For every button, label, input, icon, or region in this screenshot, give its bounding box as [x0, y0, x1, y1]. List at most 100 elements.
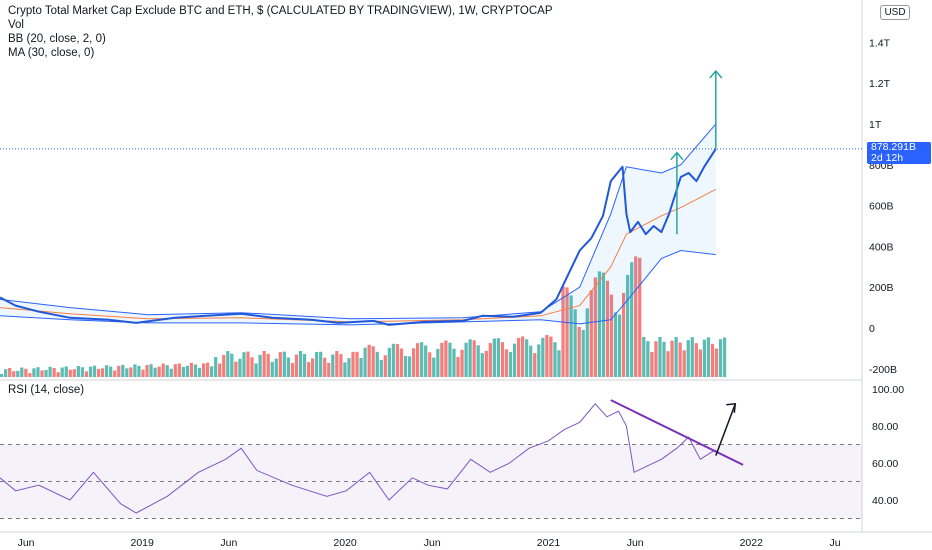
volume-bar: [113, 370, 117, 377]
rsi-trendline: [610, 399, 744, 466]
volume-bar: [662, 341, 666, 377]
volume-bar: [60, 367, 64, 377]
volume-bar: [722, 337, 727, 377]
time-tick-label: 2022: [740, 537, 764, 549]
volume-bar: [173, 364, 177, 377]
volume-bar: [452, 348, 456, 377]
price-tick-label: 1.2T: [869, 78, 891, 90]
rsi-line: [0, 403, 717, 514]
volume-bar: [165, 365, 169, 377]
volume-bar: [573, 309, 577, 377]
volume-bar: [617, 314, 622, 377]
price-tick-label: 1.4T: [869, 37, 891, 49]
volume-bar: [593, 277, 597, 377]
volume-bar: [141, 369, 145, 377]
volume-bar: [40, 370, 44, 377]
volume-bar: [613, 312, 618, 377]
volume-bar: [117, 365, 121, 377]
volume-bar: [100, 368, 105, 377]
volume-bar: [68, 369, 72, 377]
volume-bar: [137, 365, 141, 377]
volume-bar: [319, 351, 323, 377]
volume-bar: [4, 369, 8, 377]
volume-bar: [646, 341, 650, 377]
volume-bar: [432, 357, 436, 377]
volume-bar: [682, 350, 686, 377]
volume-bar: [428, 352, 432, 377]
volume-bar: [367, 344, 371, 377]
volume-bar: [464, 342, 468, 377]
volume-bar: [234, 361, 238, 377]
volume-bar: [246, 351, 250, 377]
volume-bar: [496, 338, 501, 377]
volume-bar: [121, 364, 125, 377]
volume-bar: [12, 371, 16, 377]
volume-bar: [379, 359, 383, 377]
volume-bar: [492, 338, 496, 377]
volume-bars: [0, 256, 727, 377]
time-tick-label: Jun: [424, 537, 441, 549]
volume-bar: [371, 346, 375, 377]
volume-bar: [242, 352, 246, 377]
volume-bar: [109, 366, 113, 377]
volume-bar: [52, 367, 56, 377]
price-tick-label: 1T: [869, 119, 882, 131]
volume-bar: [331, 354, 335, 377]
volume-bar: [565, 287, 569, 377]
price-tick-label: 200B: [869, 282, 894, 294]
currency-badge[interactable]: USD: [880, 5, 910, 20]
volume-bar: [630, 262, 634, 377]
volume-bar: [533, 353, 537, 377]
volume-bar: [403, 356, 408, 377]
rsi-arrow-shaft: [715, 403, 737, 456]
volume-bar: [347, 358, 351, 377]
volume-bar: [488, 343, 492, 377]
volume-bar: [484, 350, 488, 377]
volume-bar: [650, 351, 654, 377]
volume-bar: [363, 347, 367, 377]
price-line: [0, 148, 717, 326]
time-tick-label: Jun: [627, 537, 644, 549]
volume-bar: [601, 272, 606, 377]
volume-bar: [690, 337, 694, 377]
time-tick-label: Ju: [830, 537, 841, 549]
volume-bar: [278, 352, 282, 377]
volume-bar: [642, 337, 646, 377]
volume-bar: [399, 348, 404, 377]
volume-bar: [383, 355, 387, 377]
volume-bar: [706, 337, 711, 377]
volume-bar: [545, 335, 549, 377]
volume-bar: [302, 353, 307, 377]
volume-bar: [456, 357, 460, 377]
rsi-band-fill: [0, 444, 862, 519]
volume-bar: [581, 329, 585, 377]
volume-bar: [516, 338, 521, 377]
volume-bar: [315, 351, 319, 377]
volume-bar: [658, 337, 662, 377]
volume-bar: [424, 345, 428, 377]
volume-bar: [609, 294, 614, 377]
volume-bar: [577, 326, 581, 377]
volume-bar: [355, 351, 359, 377]
rsi-pane: 100.00 80.00 60.00 40.00: [0, 384, 904, 519]
volume-bar: [569, 295, 573, 377]
volume-bar: [24, 368, 28, 377]
volume-bar: [480, 353, 484, 377]
volume-bar: [44, 370, 48, 377]
volume-bar: [537, 344, 541, 377]
volume-bar: [210, 366, 214, 377]
volume-bar: [359, 357, 363, 377]
bollinger-bands: [0, 123, 717, 326]
volume-bar: [391, 343, 396, 377]
volume-bar: [48, 366, 52, 377]
volume-bar: [686, 340, 690, 377]
volume-bar: [508, 351, 513, 377]
volume-bar: [88, 366, 93, 377]
volume-bar: [145, 365, 149, 377]
volume-bar: [525, 339, 529, 377]
price-series: [0, 148, 862, 326]
volume-bar: [561, 286, 565, 377]
volume-bar: [626, 274, 630, 377]
